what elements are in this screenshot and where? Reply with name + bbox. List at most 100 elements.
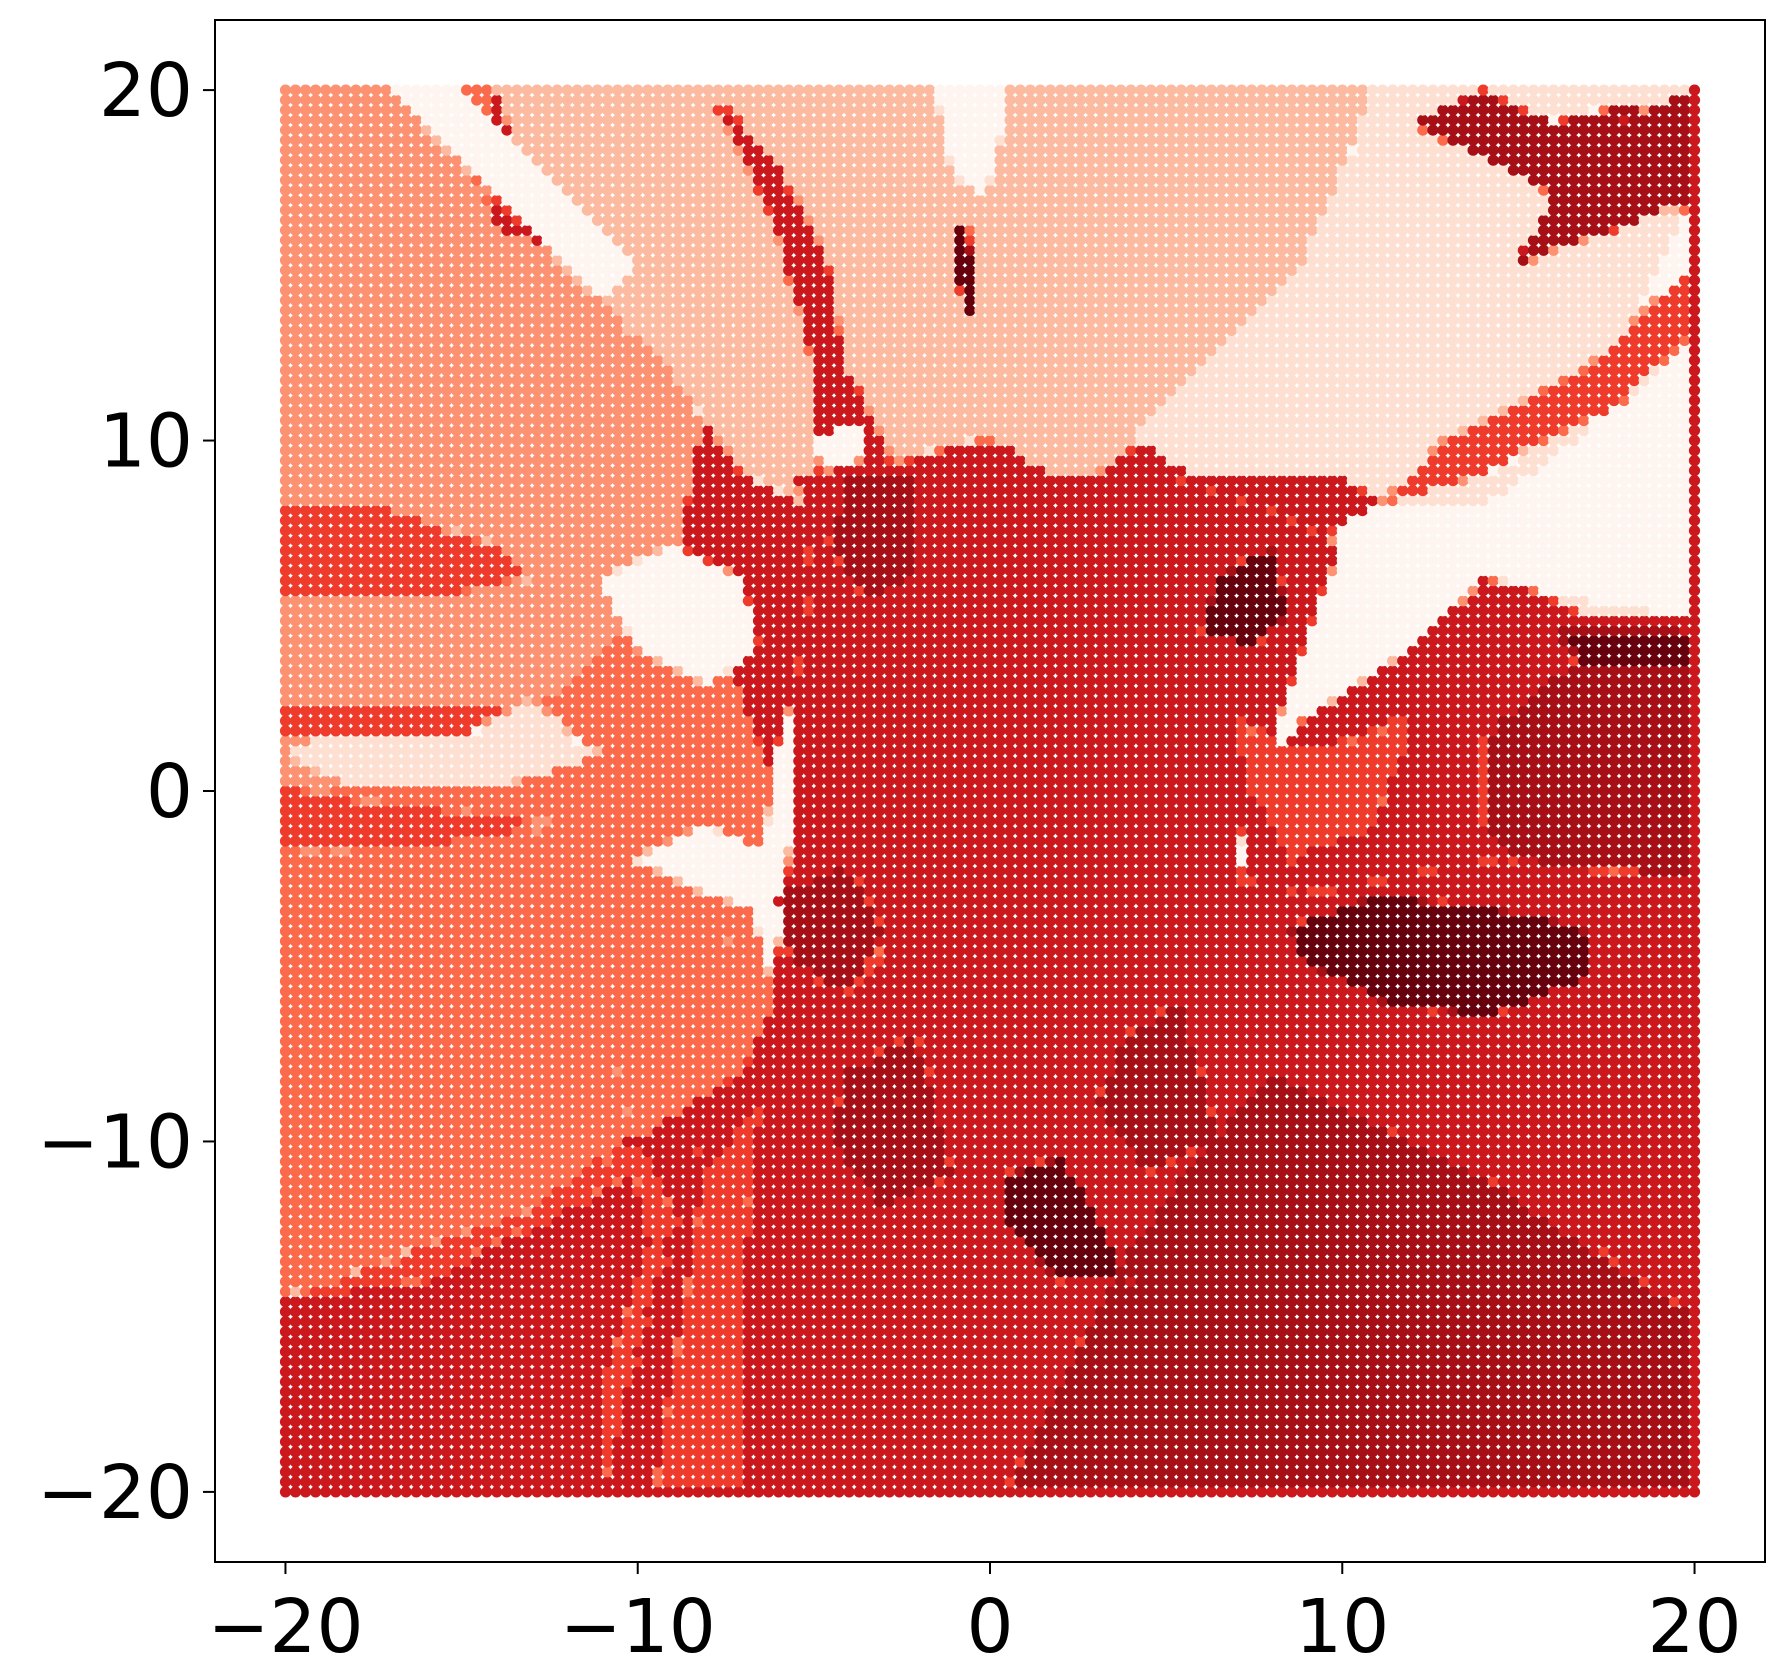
scatter-point xyxy=(1155,1306,1167,1318)
scatter-point xyxy=(1558,1426,1570,1438)
scatter-point xyxy=(1618,1286,1630,1298)
scatter-point xyxy=(1366,1456,1379,1468)
scatter-point xyxy=(944,1286,956,1298)
scatter-point xyxy=(1075,1476,1087,1488)
scatter-point xyxy=(1467,1426,1479,1438)
scatter-point xyxy=(994,1216,1006,1228)
scatter-point xyxy=(773,1286,785,1298)
scatter-point xyxy=(793,1396,805,1408)
scatter-point xyxy=(944,1276,956,1288)
scatter-point xyxy=(1075,1436,1087,1448)
scatter-point xyxy=(622,1366,634,1378)
scatter-point xyxy=(1306,1155,1318,1168)
scatter-point xyxy=(1054,1286,1067,1298)
scatter-point xyxy=(1668,1145,1680,1158)
scatter-point xyxy=(803,1436,815,1448)
scatter-point xyxy=(400,1336,412,1348)
scatter-point xyxy=(1467,1396,1479,1408)
scatter-point xyxy=(521,1216,533,1228)
scatter-point xyxy=(1407,1246,1419,1258)
scatter-point xyxy=(1064,1165,1077,1178)
scatter-point xyxy=(350,1296,362,1308)
scatter-point xyxy=(1145,1356,1157,1368)
scatter-point xyxy=(289,1195,302,1208)
scatter-point xyxy=(581,1336,594,1348)
scatter-point xyxy=(622,1266,634,1278)
scatter-point xyxy=(350,1205,362,1218)
scatter-point xyxy=(1366,1145,1379,1158)
scatter-point xyxy=(1568,1226,1580,1238)
scatter-point xyxy=(1095,1436,1107,1448)
scatter-point xyxy=(1155,1175,1167,1188)
scatter-point xyxy=(1205,1336,1217,1348)
scatter-point xyxy=(1376,1346,1389,1358)
scatter-point xyxy=(1004,1316,1016,1328)
scatter-point xyxy=(1175,1466,1187,1478)
scatter-point xyxy=(984,1426,996,1438)
scatter-point xyxy=(1215,1195,1228,1208)
scatter-point xyxy=(1004,1216,1016,1228)
scatter-point xyxy=(974,1426,986,1438)
scatter-point xyxy=(742,1336,755,1348)
scatter-point xyxy=(511,1346,523,1358)
scatter-point xyxy=(1467,1195,1479,1208)
scatter-point xyxy=(430,1236,442,1248)
scatter-point xyxy=(1387,1316,1399,1328)
scatter-point xyxy=(1356,1396,1368,1408)
scatter-point xyxy=(601,1386,614,1398)
scatter-point xyxy=(1034,1266,1046,1278)
scatter-point xyxy=(320,1426,332,1438)
scatter-point xyxy=(1195,1256,1207,1268)
scatter-point xyxy=(1477,1165,1489,1178)
scatter-point xyxy=(1236,1396,1248,1408)
scatter-point xyxy=(1638,1466,1650,1478)
scatter-point xyxy=(954,1286,966,1298)
scatter-point xyxy=(813,1266,825,1278)
scatter-point xyxy=(1095,1286,1107,1298)
scatter-point xyxy=(712,1426,724,1438)
scatter-point xyxy=(1366,1326,1379,1338)
scatter-point xyxy=(1678,1246,1691,1258)
scatter-point xyxy=(370,1286,382,1298)
scatter-point xyxy=(763,1346,775,1358)
scatter-point xyxy=(1226,1185,1238,1198)
scatter-point xyxy=(1387,1426,1399,1438)
scatter-point xyxy=(843,1135,855,1148)
scatter-point xyxy=(1688,1165,1701,1178)
scatter-point xyxy=(561,1326,573,1338)
scatter-point xyxy=(1155,1316,1167,1328)
scatter-point xyxy=(1437,1155,1449,1168)
scatter-point xyxy=(863,1346,875,1358)
scatter-point xyxy=(1507,1185,1519,1198)
scatter-point xyxy=(853,1155,865,1168)
scatter-point xyxy=(440,1135,453,1148)
scatter-point xyxy=(833,1476,845,1488)
scatter-point xyxy=(1407,1336,1419,1348)
scatter-point xyxy=(1336,1185,1348,1198)
scatter-point xyxy=(1276,1306,1288,1318)
scatter-point xyxy=(461,1236,473,1248)
scatter-point xyxy=(712,1216,724,1228)
scatter-point xyxy=(1507,1486,1519,1498)
scatter-point xyxy=(511,1356,523,1368)
scatter-point xyxy=(410,1376,422,1388)
scatter-point xyxy=(773,1226,785,1238)
scatter-point xyxy=(1477,1416,1489,1428)
scatter-point xyxy=(1487,1216,1499,1228)
scatter-point xyxy=(410,1386,422,1398)
scatter-point xyxy=(763,1226,775,1238)
scatter-point xyxy=(1286,1216,1298,1228)
scatter-point xyxy=(662,1366,674,1378)
scatter-point xyxy=(1246,1145,1258,1158)
scatter-point xyxy=(742,1135,755,1148)
scatter-point xyxy=(1185,1145,1197,1158)
scatter-point xyxy=(1306,1396,1318,1408)
scatter-point xyxy=(954,1326,966,1338)
scatter-point xyxy=(1507,1256,1519,1268)
scatter-point xyxy=(1266,1145,1278,1158)
scatter-point xyxy=(1457,1216,1469,1228)
scatter-point xyxy=(1678,1195,1691,1208)
scatter-point xyxy=(1638,1316,1650,1328)
scatter-point xyxy=(1527,1165,1540,1178)
scatter-point xyxy=(662,1165,674,1178)
